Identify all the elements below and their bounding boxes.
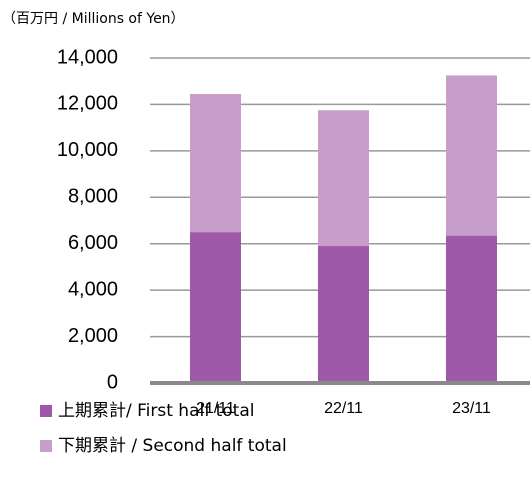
bar-segment — [446, 75, 497, 236]
y-tick-label: 4,000 — [68, 278, 118, 300]
y-tick-label: 0 — [107, 371, 118, 393]
bar-segment — [446, 235, 497, 383]
y-tick-label: 12,000 — [57, 93, 118, 115]
legend-swatch — [40, 405, 52, 417]
y-tick-label: 10,000 — [57, 139, 118, 161]
y-tick-label: 14,000 — [57, 46, 118, 68]
bar-segment — [318, 110, 369, 247]
x-tick-label: 22/11 — [324, 400, 363, 417]
bar-segment — [190, 93, 241, 233]
bar-segment — [318, 246, 369, 383]
legend-label: 上期累計/ First half total — [58, 401, 255, 421]
y-tick-label: 8,000 — [68, 186, 118, 208]
legend-swatch — [40, 440, 52, 452]
y-tick-label: 2,000 — [68, 325, 118, 347]
bar-segment — [190, 232, 241, 383]
legend-label: 下期累計 / Second half total — [58, 436, 287, 456]
y-tick-label: 6,000 — [68, 232, 118, 254]
unit-label: （百万円 / Millions of Yen） — [2, 11, 185, 27]
x-tick-label: 23/11 — [452, 400, 491, 417]
x-tick-label: 21/11 — [196, 400, 235, 417]
